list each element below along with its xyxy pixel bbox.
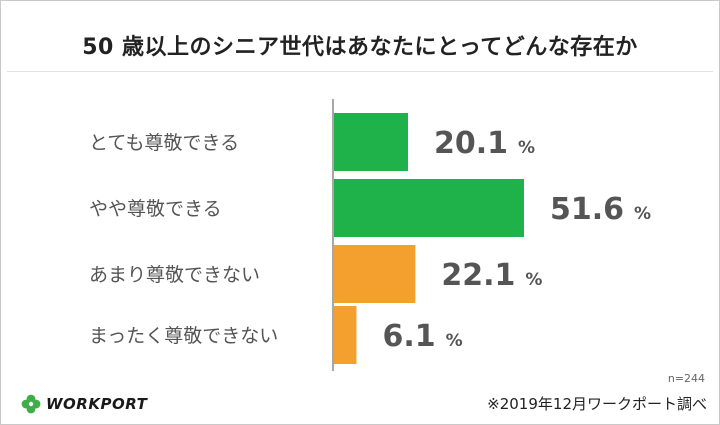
bar	[334, 179, 524, 237]
bar	[334, 113, 409, 171]
workport-logo: WORKPORT	[21, 393, 147, 415]
value-label: 51.6	[550, 192, 624, 227]
value-unit: %	[525, 270, 542, 290]
category-label: やや尊敬できる	[89, 198, 222, 220]
logo-text: WORKPORT	[46, 395, 148, 413]
value-label: 20.1	[434, 126, 508, 161]
bar	[334, 306, 357, 364]
value-label: 6.1	[382, 319, 435, 354]
bar	[334, 245, 416, 303]
title-divider	[7, 71, 713, 72]
category-label: あまり尊敬できない	[89, 264, 260, 286]
category-label: とても尊敬できる	[89, 132, 239, 154]
category-label: まったく尊敬できない	[89, 325, 278, 347]
value-label: 22.1	[441, 258, 515, 293]
sample-size: n=244	[667, 372, 705, 385]
value-unit: %	[446, 331, 463, 351]
value-unit: %	[518, 138, 535, 158]
clover-icon	[21, 394, 41, 414]
source-note: ※2019年12月ワークポート調べ	[487, 395, 707, 413]
value-unit: %	[634, 204, 651, 224]
chart-title: 50 歳以上のシニア世代はあなたにとってどんな存在か	[82, 35, 638, 60]
